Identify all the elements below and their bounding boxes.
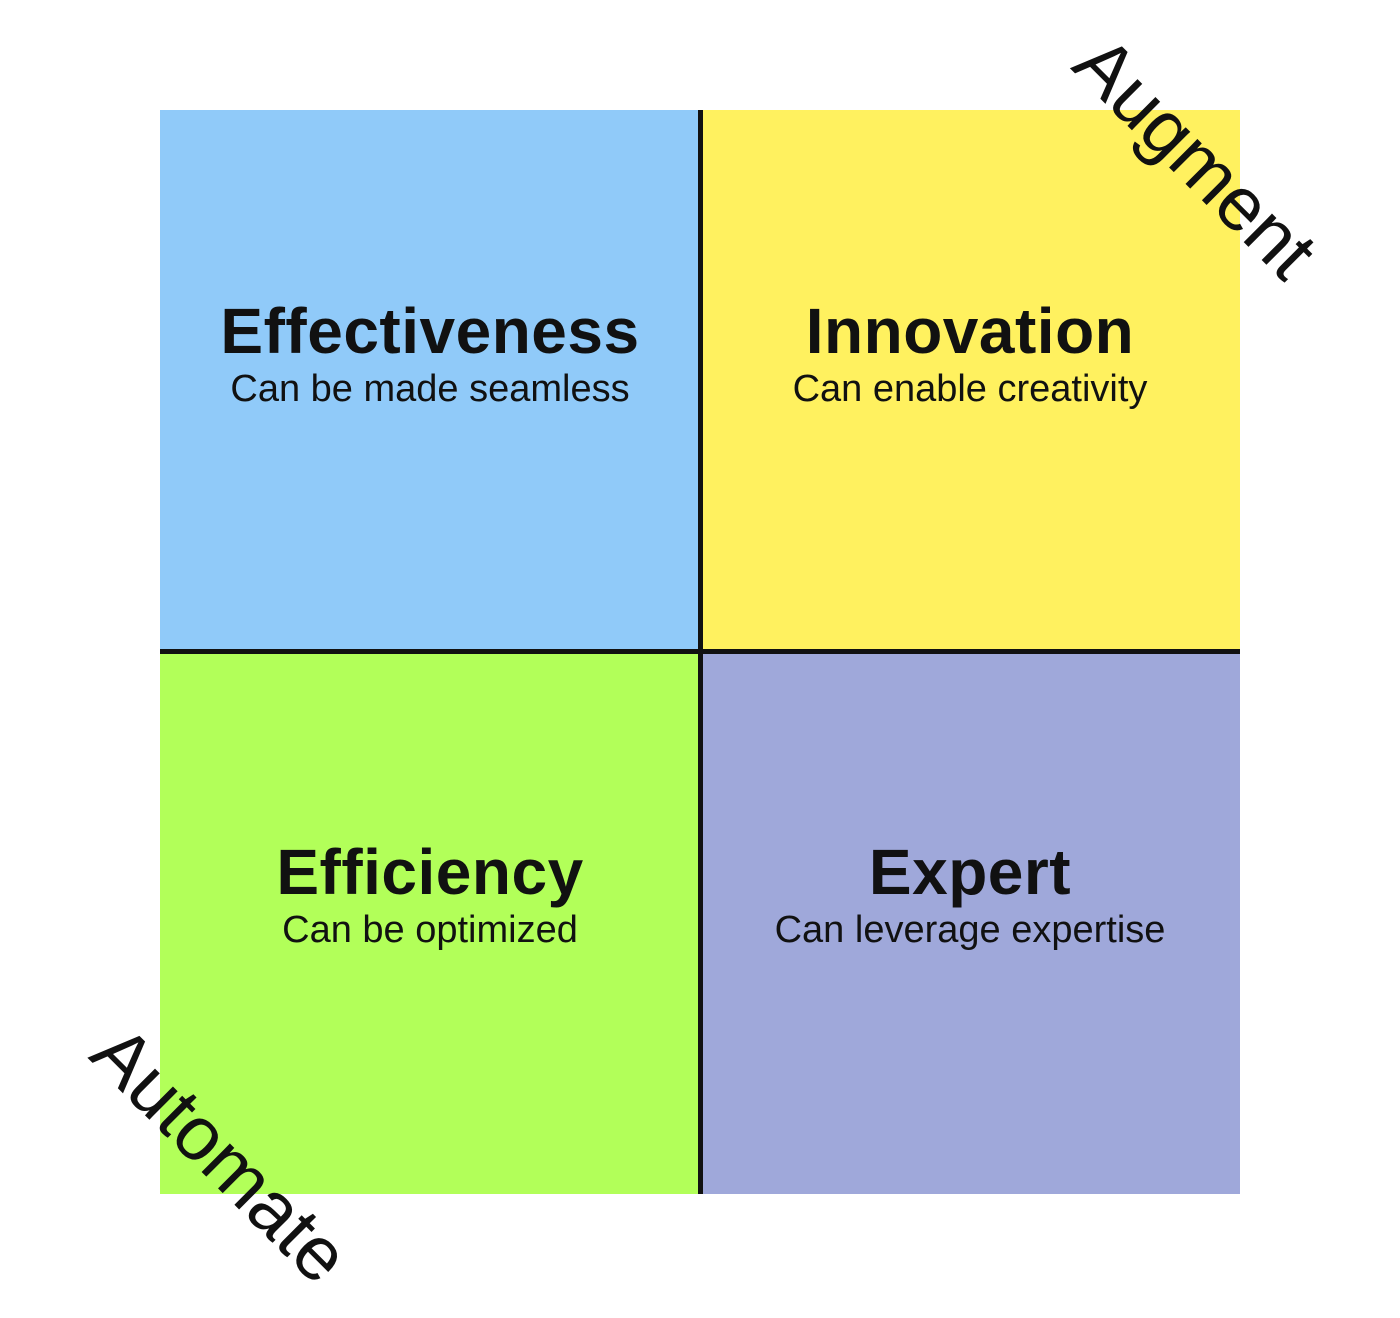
quadrant-subtitle: Can leverage expertise bbox=[774, 909, 1166, 951]
quadrant-text: Effectiveness Can be made seamless bbox=[160, 296, 700, 412]
quadrant-title: Efficiency bbox=[276, 836, 584, 908]
quadrant-efficiency: Efficiency Can be optimized bbox=[160, 651, 700, 1194]
quadrant-subtitle: Can be optimized bbox=[282, 909, 578, 951]
quadrant-expert: Expert Can leverage expertise bbox=[700, 651, 1240, 1194]
quadrant-subtitle: Can be made seamless bbox=[230, 368, 630, 410]
quadrant-title: Innovation bbox=[805, 295, 1135, 367]
quadrant-text: Expert Can leverage expertise bbox=[700, 837, 1240, 953]
quadrant-effectiveness: Effectiveness Can be made seamless bbox=[160, 110, 700, 651]
horizontal-divider bbox=[160, 649, 1240, 654]
quadrant-text: Innovation Can enable creativity bbox=[700, 296, 1240, 412]
quadrant-text: Efficiency Can be optimized bbox=[160, 837, 700, 953]
quadrant-innovation: Innovation Can enable creativity bbox=[700, 110, 1240, 651]
quadrant-subtitle: Can enable creativity bbox=[792, 368, 1148, 410]
quadrant-title: Effectiveness bbox=[220, 295, 640, 367]
quadrant-title: Expert bbox=[868, 836, 1072, 908]
quadrant-matrix: Effectiveness Can be made seamless Innov… bbox=[160, 110, 1240, 1194]
